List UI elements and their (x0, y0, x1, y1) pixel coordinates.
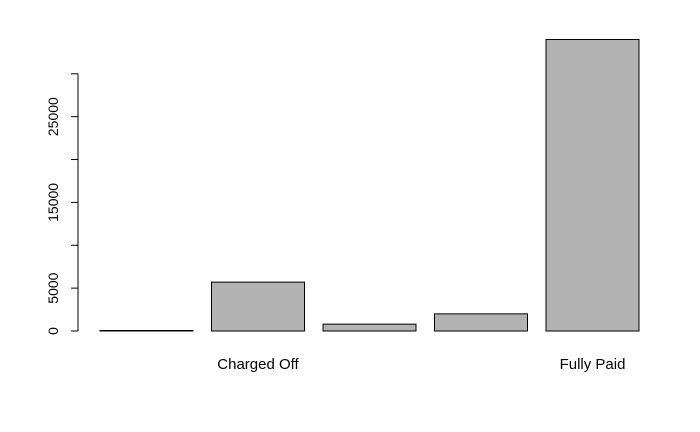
y-tick-label: 15000 (45, 183, 61, 222)
category-label: Fully Paid (560, 356, 626, 373)
bar (545, 39, 640, 332)
bar (322, 323, 417, 332)
y-tick-label: 25000 (45, 97, 61, 136)
y-axis: 0 5000 15000 25000 (45, 73, 79, 335)
bar (434, 313, 528, 332)
y-tick-label: 5000 (45, 272, 61, 303)
category-label: Charged Off (217, 356, 299, 373)
y-tick-label: 0 (45, 327, 61, 335)
bar (99, 330, 194, 332)
bars (99, 39, 640, 332)
x-axis-labels: Charged Off Fully Paid (217, 356, 625, 373)
bar (211, 281, 305, 332)
